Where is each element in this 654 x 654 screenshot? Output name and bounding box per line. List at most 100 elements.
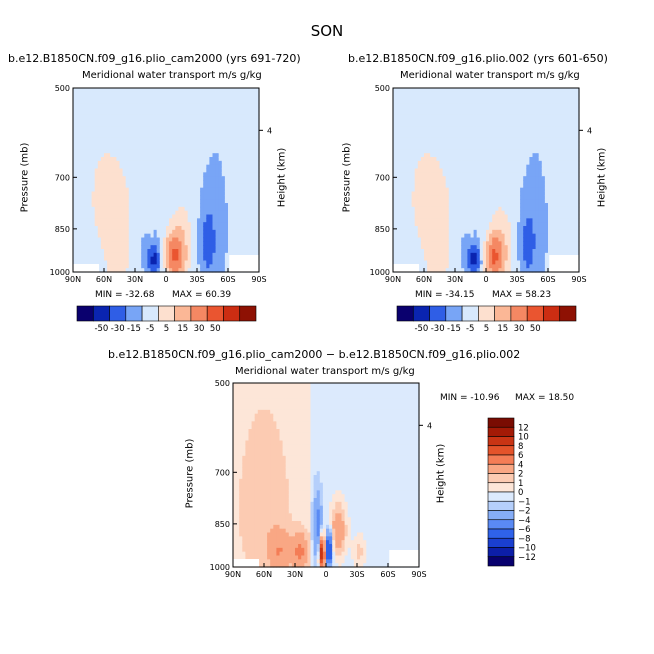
heatmap-cell: [73, 107, 77, 112]
heatmap-cell: [169, 137, 173, 143]
heatmap-cell: [470, 160, 475, 166]
heatmap-cell: [445, 168, 450, 173]
heatmap-cell: [128, 126, 133, 131]
heatmap-cell: [442, 134, 447, 139]
heatmap-cell: [156, 168, 161, 173]
heatmap-cell: [424, 122, 428, 127]
heatmap-cell: [221, 172, 226, 177]
heatmap-cell: [76, 187, 80, 193]
heatmap-cell: [240, 157, 245, 162]
heatmap-cell: [221, 218, 226, 223]
heatmap-cell: [144, 145, 148, 150]
heatmap-cell: [399, 176, 403, 181]
heatmap-cell: [181, 249, 186, 254]
heatmap-cell: [470, 210, 475, 216]
heatmap-cell: [424, 210, 428, 216]
heatmap-cell: [417, 134, 422, 139]
heatmap-cell: [203, 145, 207, 150]
heatmap-cell: [200, 252, 204, 258]
heatmap-cell: [113, 114, 117, 120]
heatmap-cell: [203, 229, 207, 235]
heatmap-cell: [79, 260, 83, 265]
heatmap-cell: [467, 91, 472, 97]
heatmap-cell: [209, 249, 214, 254]
heatmap-cell: [187, 249, 192, 254]
heatmap-cell: [113, 168, 117, 173]
heatmap-cell: [166, 264, 170, 269]
heatmap-cell: [181, 99, 186, 104]
heatmap-cell: [82, 137, 86, 143]
heatmap-cell: [252, 210, 257, 216]
heatmap-cell: [442, 218, 447, 223]
heatmap-cell: [200, 199, 204, 204]
heatmap-cell: [141, 111, 145, 116]
x-tick-label: 0: [163, 275, 168, 284]
heatmap-cell: [231, 130, 235, 135]
heatmap-cell: [489, 245, 493, 250]
heatmap-cell: [234, 249, 238, 254]
heatmap-cell: [451, 153, 456, 158]
heatmap-cell: [97, 249, 102, 254]
heatmap-cell: [411, 206, 416, 212]
heatmap-cell: [430, 218, 434, 223]
heatmap-cell: [135, 111, 139, 116]
heatmap-cell: [523, 168, 527, 173]
heatmap-cell: [131, 91, 136, 97]
heatmap-cell: [206, 107, 210, 112]
heatmap-cell: [212, 122, 217, 127]
heatmap-cell: [107, 268, 111, 273]
heatmap-cell: [255, 210, 260, 216]
heatmap-cell: [255, 157, 260, 162]
heatmap-cell: [79, 241, 83, 246]
heatmap-cell: [119, 233, 124, 239]
heatmap-cell: [159, 118, 164, 124]
heatmap-cell: [246, 241, 251, 246]
heatmap-cell: [94, 91, 99, 97]
heatmap-cell: [110, 111, 114, 116]
heatmap-cell: [464, 137, 468, 143]
heatmap-cell: [218, 172, 223, 177]
heatmap-cell: [88, 149, 93, 154]
heatmap-cell: [252, 183, 257, 189]
heatmap-cell: [128, 237, 133, 242]
heatmap-cell: [172, 199, 176, 204]
heatmap-cell: [433, 199, 437, 204]
heatmap-cell: [402, 126, 406, 131]
heatmap-cell: [153, 118, 158, 124]
heatmap-cell: [495, 149, 499, 154]
heatmap-cell: [85, 214, 90, 219]
heatmap-cell: [94, 233, 99, 239]
heatmap-cell: [76, 122, 80, 127]
heatmap-cell: [141, 237, 145, 242]
heatmap-cell: [448, 157, 453, 162]
heatmap-cell: [396, 160, 400, 166]
heatmap-cell: [427, 114, 431, 120]
heatmap-cell: [507, 111, 512, 116]
heatmap-cell: [467, 226, 472, 231]
heatmap-cell: [479, 141, 484, 147]
heatmap-cell: [172, 222, 176, 227]
heatmap-cell: [212, 195, 217, 200]
heatmap-cell: [498, 99, 503, 104]
heatmap-cell: [246, 237, 251, 242]
heatmap-cell: [97, 268, 102, 273]
heatmap-cell: [187, 191, 192, 196]
heatmap-cell: [156, 114, 161, 120]
heatmap-cell: [489, 260, 493, 265]
heatmap-cell: [520, 226, 524, 231]
heatmap-cell: [482, 245, 487, 250]
heatmap-cell: [417, 91, 422, 97]
heatmap-cell: [128, 88, 133, 93]
heatmap-cell: [128, 229, 133, 235]
heatmap-cell: [79, 245, 83, 250]
heatmap-cell: [110, 183, 114, 189]
heatmap-cell: [73, 183, 77, 189]
heatmap-cell: [442, 241, 447, 246]
heatmap-cell: [252, 187, 257, 193]
heatmap-cell: [405, 145, 410, 150]
heatmap-cell: [467, 203, 472, 208]
heatmap-cell: [162, 107, 167, 112]
heatmap-cell: [209, 229, 214, 235]
heatmap-cell: [131, 168, 136, 173]
heatmap-cell: [169, 241, 173, 246]
